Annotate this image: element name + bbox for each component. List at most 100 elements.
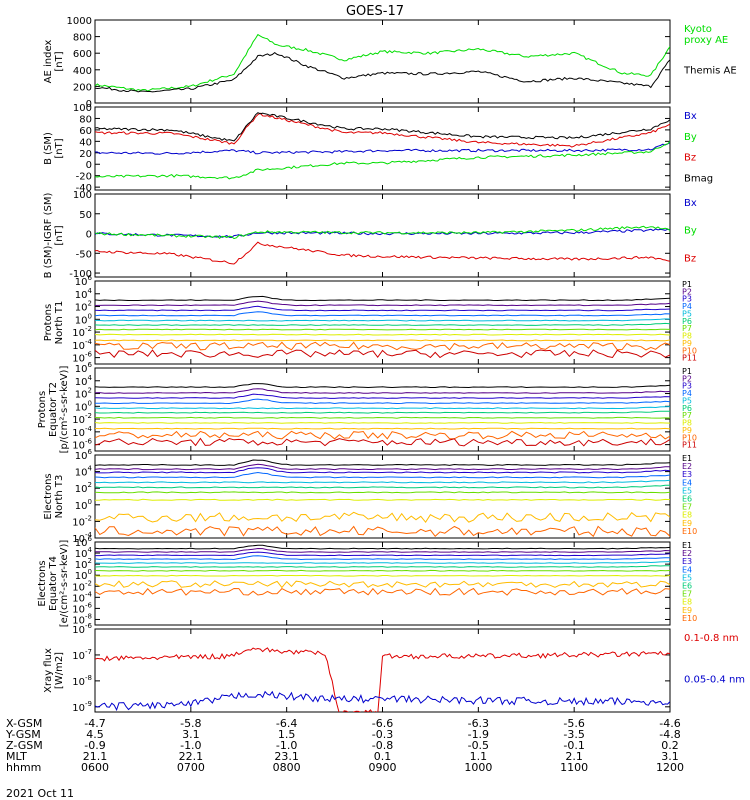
- y-tick-exponent: 6: [88, 361, 93, 369]
- channel-legend-e1: E1: [682, 541, 692, 550]
- y-tick-label: 60: [79, 126, 92, 137]
- channel-line-p9: [95, 339, 670, 342]
- y-tick-exponent: 4: [88, 465, 93, 473]
- legend-entry-line: Bx: [684, 198, 697, 209]
- channel-legend-p4: P4: [682, 302, 692, 311]
- channel-legend-e9: E9: [682, 519, 692, 528]
- series-line-bz: [95, 112, 670, 148]
- channel-legend-e5: E5: [682, 486, 692, 495]
- y-axis-label-line: B (SM)-IGRF (SM): [43, 193, 54, 279]
- x-row-value: -1.0: [276, 739, 297, 752]
- channel-line-p8: [95, 333, 670, 336]
- channel-legend-p5: P5: [682, 396, 692, 405]
- y-tick-exponent: 6: [88, 274, 93, 282]
- y-tick-label: -20: [76, 172, 92, 183]
- y-tick-exponent: -2: [85, 412, 92, 420]
- y-axis-label-line: [nT]: [54, 138, 65, 158]
- x-row-value: 1100: [560, 761, 588, 774]
- channel-line-p3: [95, 305, 670, 312]
- y-tick-label: 104: [75, 465, 93, 479]
- y-tick-label: 10-9: [72, 700, 92, 714]
- channel-legend-p2: P2: [682, 374, 692, 383]
- y-tick-label: 40: [79, 137, 92, 148]
- x-row-value: 0600: [81, 761, 109, 774]
- channel-line-e1: [95, 544, 670, 550]
- y-axis-label: ElectronsEquator T4[e/(cm²-s-sr-keV)]: [37, 540, 70, 628]
- channel-legend-e3: E3: [682, 557, 692, 566]
- series-line-0.1-0.8-nm: [95, 647, 670, 712]
- y-tick-label: 200: [73, 82, 92, 93]
- channel-legend-e2: E2: [682, 462, 692, 471]
- channel-legend-e6: E6: [682, 582, 692, 591]
- channel-line-p1: [95, 295, 670, 302]
- channel-line-e2: [95, 547, 670, 553]
- channel-line-e7: [95, 569, 670, 572]
- y-tick-exponent: 6: [88, 535, 93, 543]
- channel-line-e2: [95, 463, 670, 471]
- channel-line-e1: [95, 459, 670, 466]
- legend-entry: 0.05-0.4 nm: [684, 675, 745, 686]
- channel-line-p6: [95, 322, 670, 326]
- y-tick-label: 100: [73, 103, 92, 114]
- y-tick-exponent: 0: [88, 498, 92, 506]
- y-axis-label: Xray flux[W/m2]: [43, 648, 65, 693]
- x-row-value: 0.1: [374, 750, 392, 763]
- y-axis-label-line: [W/m2]: [54, 652, 65, 689]
- y-tick-label: 0: [86, 99, 92, 110]
- x-row-value: 3.1: [182, 728, 200, 741]
- panel-7: 10610410210010-210-410-610-8ElectronsEqu…: [37, 535, 697, 627]
- legend-entry: Bmag: [684, 173, 713, 184]
- channel-legend-p1: P1: [682, 280, 692, 289]
- y-tick-exponent: -4: [85, 590, 93, 598]
- channel-legend-e6: E6: [682, 495, 692, 504]
- legend-entry: Bx: [684, 111, 697, 122]
- x-row-value: -6.3: [468, 717, 489, 730]
- x-axis-table: X-GSM -4.7 -5.8 -6.4 -6.6 -6.3 -5.6 -4.6 Y-GSM 4.…: [5, 717, 684, 774]
- y-tick-label: 10-2: [72, 514, 92, 528]
- y-tick-label: 800: [73, 33, 92, 44]
- series-line-bmag: [95, 112, 670, 142]
- channel-legend-e5: E5: [682, 573, 692, 582]
- series-line-bx: [95, 142, 670, 155]
- panel-8: 10-6 10-7 10-8 10-9 Xray flux[W/m2] 0.1-0.8 n…: [43, 622, 745, 714]
- y-tick-label: 1000: [67, 16, 92, 27]
- channel-line-e6: [95, 484, 670, 489]
- y-tick-exponent: 0: [88, 399, 92, 407]
- y-axis-label-line: [nT]: [54, 225, 65, 245]
- x-row-value: -1.0: [180, 739, 201, 752]
- channel-line-p7: [95, 328, 670, 331]
- y-tick-label: 0: [86, 230, 92, 241]
- channel-line-p2: [95, 300, 670, 307]
- channel-legend-e1: E1: [682, 454, 692, 463]
- channel-line-e8: [95, 498, 670, 501]
- x-row-value: -6.6: [372, 717, 393, 730]
- x-row-value: -0.8: [372, 739, 393, 752]
- channel-legend-p6: P6: [682, 317, 692, 326]
- x-row-value: 0700: [177, 761, 205, 774]
- channel-line-p1: [95, 383, 670, 389]
- x-row-value: -4.6: [659, 717, 680, 730]
- channel-legend-p7: P7: [682, 411, 692, 420]
- channel-legend-e8: E8: [682, 598, 692, 607]
- legend-entry-line: Bx: [684, 111, 697, 122]
- y-axis-label: B (SM)-IGRF (SM)[nT]: [43, 193, 65, 279]
- x-row-value: -1.9: [468, 728, 489, 741]
- x-row-label: X-GSM: [6, 717, 42, 730]
- x-row-value: -0.9: [84, 739, 105, 752]
- y-axis-label: ProtonsNorth T1: [43, 301, 65, 345]
- panel-3: 100 50 0 -50 -100 B (SM)-IGRF (SM)[nT] Bx By Bz: [43, 190, 697, 280]
- y-tick-exponent: 0: [88, 568, 92, 576]
- x-row-value: -0.1: [563, 739, 584, 752]
- x-row-value: 21.1: [83, 750, 108, 763]
- panel-frame: [94, 193, 671, 278]
- y-axis-label-line: North T1: [54, 301, 65, 345]
- y-axis-label: ProtonsEquator T2[p/(cm²-s-sr-keV)]: [37, 366, 70, 454]
- y-tick-label: -100: [69, 269, 92, 280]
- y-tick-label: 0: [86, 160, 92, 171]
- plot-area: [95, 33, 670, 93]
- legend-entry: Themis AE: [683, 66, 737, 77]
- y-tick-exponent: -6: [85, 351, 93, 359]
